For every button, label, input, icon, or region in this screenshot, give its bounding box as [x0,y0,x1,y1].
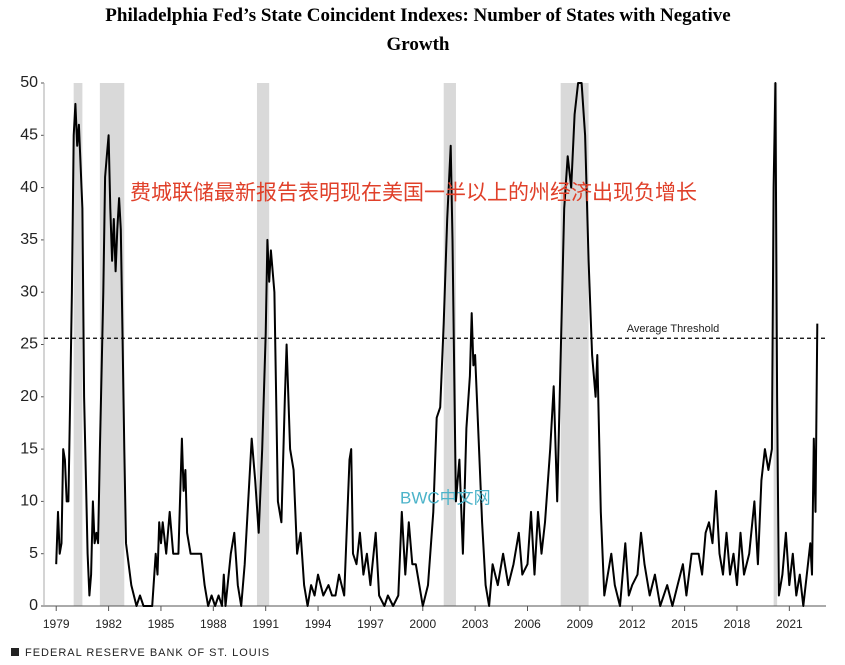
x-tick-label: 1979 [43,617,70,631]
title-line: Philadelphia Fed’s State Coincident Inde… [105,5,730,26]
recession-band [773,83,778,606]
y-tick-label: 0 [29,597,38,614]
x-tick-label: 2021 [776,617,803,631]
y-tick-label: 50 [20,74,38,91]
threshold-label: Average Threshold [627,323,720,335]
y-tick-label: 45 [20,127,38,144]
title-line: Growth [387,34,450,55]
y-tick-label: 40 [20,179,38,196]
y-tick-label: 10 [20,493,38,510]
recession-band [73,83,83,606]
y-tick-label: 20 [20,388,38,405]
x-tick-label: 1997 [357,617,384,631]
recession-band [99,83,125,606]
y-tick-label: 5 [29,545,38,562]
x-tick-label: 2015 [671,617,698,631]
x-tick-label: 2006 [514,617,541,631]
y-tick-label: 35 [20,231,38,248]
source: FEDERAL RESERVE BANK OF ST. LOUIS [25,647,270,659]
x-tick-label: 2009 [567,617,594,631]
recession-band [560,83,589,606]
series-line [55,82,819,607]
y-tick-label: 25 [20,336,38,353]
x-tick-label: 2018 [724,617,751,631]
y-tick-label: 30 [20,283,38,300]
x-tick-label: 2000 [409,617,436,631]
watermark: BWC中文网 [400,488,491,507]
recession-band [256,83,270,606]
x-tick-label: 1994 [305,617,332,631]
chart-title: Philadelphia Fed’s State Coincident Inde… [105,5,730,55]
source-icon [11,648,19,656]
x-tick-label: 1982 [95,617,122,631]
x-tick-label: 1988 [200,617,227,631]
x-tick-label: 1985 [148,617,175,631]
annotation: 费城联储最新报告表明现在美国一半以上的州经济出现负增长 [130,182,697,205]
x-tick-label: 1991 [252,617,279,631]
x-tick-label: 2012 [619,617,646,631]
y-tick-label: 15 [20,440,38,457]
x-tick-label: 2003 [462,617,489,631]
plot [41,82,826,611]
